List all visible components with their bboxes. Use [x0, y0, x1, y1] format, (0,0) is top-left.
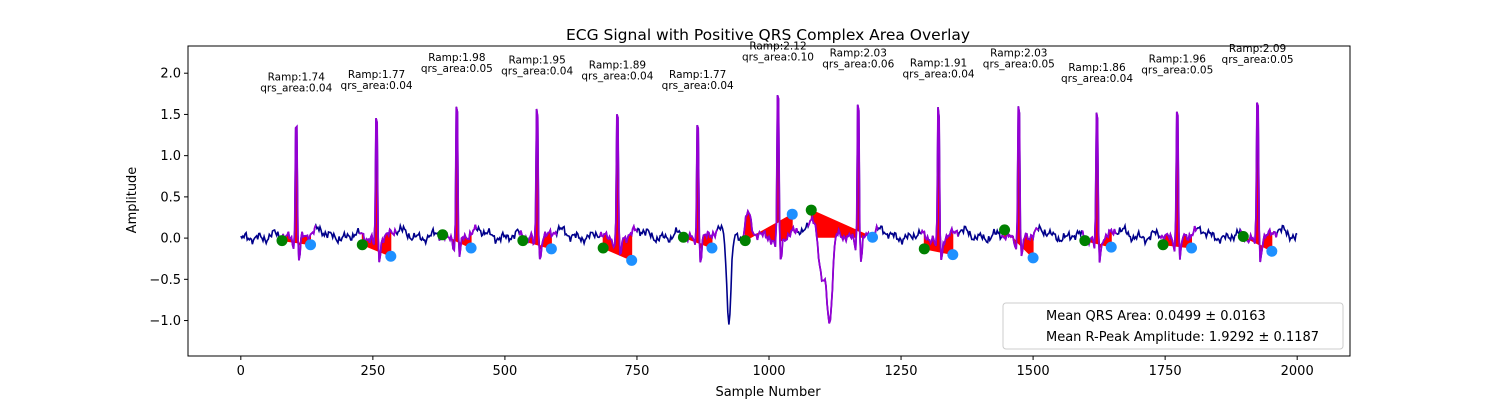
r-peak-amplitude-label: Ramp:2.12 — [749, 40, 806, 52]
r-peak-amplitude-label: Ramp:1.95 — [508, 54, 565, 66]
x-tick-label: 1250 — [884, 364, 917, 379]
q-point-marker — [437, 229, 449, 241]
qrs-area-label: qrs_area:0.04 — [501, 65, 573, 77]
qrs-segment-line — [920, 107, 959, 260]
qrs-area-label: qrs_area:0.04 — [662, 80, 734, 92]
qrs-area-label: qrs_area:0.04 — [903, 69, 975, 81]
s-point-marker — [385, 250, 397, 262]
y-tick-label: 2.0 — [160, 67, 181, 82]
chart-title: ECG Signal with Positive QRS Complex Are… — [566, 26, 970, 44]
y-tick-label: −1.0 — [149, 314, 181, 329]
x-tick-label: 0 — [237, 364, 245, 379]
r-peak-amplitude-label: Ramp:2.03 — [990, 48, 1047, 60]
x-tick-label: 250 — [360, 364, 385, 379]
s-point-marker — [1186, 242, 1198, 254]
r-peak-amplitude-label: Ramp:2.09 — [1229, 43, 1286, 55]
r-peak-amplitude-label: Ramp:1.98 — [428, 52, 485, 64]
x-tick-label: 750 — [625, 364, 650, 379]
x-tick-label: 2000 — [1281, 364, 1314, 379]
qrs-area-label: qrs_area:0.05 — [983, 59, 1055, 71]
q-point-marker — [999, 224, 1011, 236]
q-point-marker — [276, 235, 288, 247]
ecg-signal-line — [240, 94, 1298, 325]
x-tick-label: 1500 — [1017, 364, 1050, 379]
qrs-segment-line — [1159, 111, 1198, 260]
q-point-marker — [356, 239, 368, 251]
axes: 0 250 500 750 1000 1250 1500 1750 2000 −1.0 −0.5 0.… — [149, 67, 1313, 379]
qrs-area-fill — [744, 95, 793, 242]
s-point-marker — [626, 254, 638, 266]
q-point-marker — [597, 242, 609, 254]
qrs-segment-line — [807, 104, 879, 324]
plot-area — [240, 94, 1298, 325]
x-axis-label: Sample Number — [715, 385, 821, 400]
q-point-marker — [739, 235, 751, 247]
y-tick-label: 0.5 — [160, 190, 181, 205]
qrs-segment-line — [599, 114, 638, 256]
qrs-area-label: qrs_area:0.06 — [822, 59, 894, 71]
s-point-marker — [947, 249, 959, 261]
s-point-marker — [706, 242, 718, 254]
qrs-area-label: qrs_area:0.04 — [581, 70, 653, 82]
r-peak-amplitude-label: Ramp:1.96 — [1149, 54, 1207, 66]
r-peak-amplitude-label: Ramp:1.86 — [1068, 62, 1126, 74]
peak-annotations: Ramp:1.74qrs_area:0.04Ramp:1.77qrs_area:… — [260, 40, 1293, 94]
qrs-area-fill — [810, 104, 874, 239]
legend: Mean QRS Area: 0.0499 ± 0.0163 Mean R-Pe… — [1002, 302, 1344, 350]
qrs-area-label: qrs_area:0.05 — [1141, 65, 1213, 77]
r-peak-amplitude-label: Ramp:1.77 — [669, 69, 726, 81]
legend-entry-mean-qrs-area: Mean QRS Area: 0.0499 ± 0.0163 — [1046, 309, 1266, 324]
qrs-area-label: qrs_area:0.05 — [421, 63, 493, 75]
y-tick-label: 1.0 — [160, 149, 181, 164]
r-peak-amplitude-label: Ramp:1.91 — [910, 58, 967, 70]
q-point-marker — [1157, 239, 1169, 251]
x-tick-label: 1000 — [752, 364, 785, 379]
qrs-area-label: qrs_area:0.04 — [260, 83, 332, 95]
r-peak-amplitude-label: Ramp:1.77 — [348, 69, 405, 81]
s-point-marker — [1266, 245, 1278, 257]
q-point-marker — [517, 235, 529, 247]
s-point-marker — [305, 239, 317, 251]
qrs-area-label: qrs_area:0.10 — [742, 51, 814, 63]
q-point-marker — [677, 231, 689, 243]
x-tick-label: 500 — [492, 364, 517, 379]
legend-box — [1002, 302, 1344, 350]
q-point-marker — [1079, 235, 1091, 247]
q-point-marker — [805, 204, 817, 216]
r-peak-amplitude-label: Ramp:2.03 — [830, 48, 887, 60]
s-point-marker — [465, 242, 477, 254]
q-point-marker — [1237, 230, 1249, 242]
s-point-marker — [1027, 252, 1039, 264]
q-point-marker — [918, 243, 930, 255]
r-peak-amplitude-label: Ramp:1.74 — [268, 72, 326, 84]
legend-entry-mean-r-peak-amplitude: Mean R-Peak Amplitude: 1.9292 ± 0.1187 — [1046, 330, 1319, 345]
qrs-area-label: qrs_area:0.04 — [1061, 73, 1133, 85]
y-axis-label: Amplitude — [125, 167, 140, 234]
r-peak-amplitude-label: Ramp:1.89 — [589, 59, 646, 71]
s-point-marker — [867, 231, 879, 243]
qrs-area-label: qrs_area:0.04 — [341, 80, 413, 92]
x-tick-label: 1750 — [1149, 364, 1182, 379]
s-point-marker — [545, 243, 557, 255]
y-tick-label: −0.5 — [149, 273, 181, 288]
qrs-area-label: qrs_area:0.05 — [1222, 54, 1294, 66]
qrs-segment-line — [741, 94, 799, 260]
s-point-marker — [1105, 241, 1117, 253]
s-point-marker — [786, 208, 798, 220]
y-tick-label: 1.5 — [160, 108, 181, 123]
y-tick-label: 0.0 — [160, 232, 181, 247]
